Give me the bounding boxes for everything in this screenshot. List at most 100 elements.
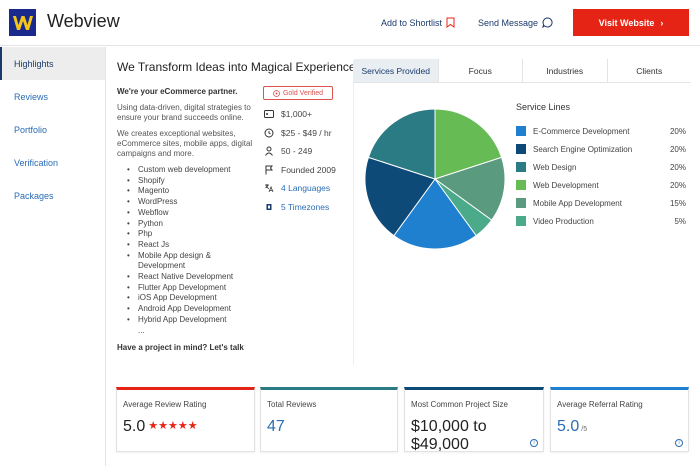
list-item: React Js <box>127 240 257 251</box>
list-item: Hybrid App Development <box>127 315 257 326</box>
stat-label: Average Referral Rating <box>557 400 643 409</box>
clock-icon <box>262 128 276 138</box>
brand-name: Webview <box>47 11 120 31</box>
legend-item: Video Production 5% <box>516 212 686 230</box>
stat-value: 5.0 ★★★★★ <box>123 418 198 436</box>
fact-employees: 50 - 249 <box>262 142 352 161</box>
stat-value: $10,000 to $49,000 <box>411 418 487 453</box>
page-title: We Transform Ideas into Magical Experien… <box>117 60 362 74</box>
legend-swatch <box>516 126 526 136</box>
add-to-shortlist-label: Add to Shortlist <box>381 17 443 28</box>
fact-value: 50 - 249 <box>281 146 313 157</box>
tab-services-provided[interactable]: Services Provided <box>354 59 438 82</box>
fact-languages[interactable]: 4 Languages <box>262 179 352 198</box>
fact-value: Founded 2009 <box>281 164 336 175</box>
top-header: Webview Add to Shortlist Send Message Vi… <box>0 0 700 46</box>
stat-label: Total Reviews <box>267 400 317 409</box>
sidebar-item-portfolio[interactable]: Portfolio <box>14 124 48 135</box>
sidebar-item-reviews[interactable]: Reviews <box>14 91 49 102</box>
stat-card-total-reviews[interactable]: Total Reviews 47 <box>260 387 398 452</box>
service-tabs: Services Provided Focus Industries Clien… <box>354 59 691 83</box>
info-icon[interactable]: i <box>675 439 683 447</box>
tagline: We're your eCommerce partner. <box>117 87 238 96</box>
summary-paragraph-2: We creates exceptional websites, eCommer… <box>117 129 253 158</box>
chevron-right-icon: › <box>660 17 664 28</box>
flag-icon <box>262 165 276 175</box>
logo-mark-icon <box>12 15 33 30</box>
legend-item: Web Design 20% <box>516 158 686 176</box>
list-item: iOS App Development <box>127 293 257 304</box>
service-list: Custom web development Shopify Magento W… <box>127 165 257 336</box>
sidebar-item-verification[interactable]: Verification <box>14 157 59 168</box>
list-item: Android App Development <box>127 304 257 315</box>
fact-value: 5 Timezones <box>281 201 330 212</box>
gold-verified-label: Gold Verified <box>282 89 324 97</box>
send-message-label: Send Message <box>478 17 539 28</box>
stat-label: Most Common Project Size <box>411 400 508 409</box>
fact-value: $1,000+ <box>281 109 312 120</box>
legend-label: E-Commerce Development <box>533 126 630 136</box>
fact-value: 4 Languages <box>281 183 331 194</box>
legend-percent: 20% <box>669 126 686 136</box>
legend-item: Mobile App Development 15% <box>516 194 686 212</box>
fact-timezones[interactable]: 5 Timezones <box>262 198 352 217</box>
pie-slice-search-engine-optimization <box>364 156 436 237</box>
legend-percent: 20% <box>669 180 686 190</box>
list-item: Webflow <box>127 208 257 219</box>
translate-icon <box>262 183 276 193</box>
gold-verified-badge[interactable]: Gold Verified <box>263 86 333 100</box>
legend-swatch <box>516 180 526 190</box>
tab-industries[interactable]: Industries <box>522 59 607 82</box>
visit-website-button[interactable]: Visit Website › <box>573 9 689 36</box>
stat-card-average-review-rating: Average Review Rating 5.0 ★★★★★ <box>116 387 255 452</box>
pie-slice-web-development <box>434 108 503 180</box>
stat-value: 5.0/5 <box>557 418 587 436</box>
stat-label: Average Review Rating <box>123 400 207 409</box>
list-item: Flutter App Development <box>127 283 257 294</box>
chat-bubble-icon <box>542 17 553 28</box>
project-cta-link[interactable]: Have a project in mind? Let's talk <box>117 343 244 352</box>
legend-label: Mobile App Development <box>533 198 622 208</box>
legend-percent: 20% <box>669 144 686 154</box>
fact-min-project: $1,000+ <box>262 105 352 124</box>
legend-swatch <box>516 144 526 154</box>
tab-focus[interactable]: Focus <box>437 59 523 82</box>
add-to-shortlist-button[interactable]: Add to Shortlist <box>381 17 455 28</box>
pie-slice-e-commerce-development <box>393 178 477 250</box>
list-item: Python <box>127 219 257 230</box>
fact-value: $25 - $49 / hr <box>281 127 332 138</box>
timezone-icon <box>262 202 276 212</box>
sidebar-item-highlights[interactable]: Highlights <box>0 47 105 80</box>
legend-item: Web Development 20% <box>516 176 686 194</box>
legend-label: Search Engine Optimization <box>533 144 633 154</box>
legend-percent: 20% <box>669 162 686 172</box>
stat-card-project-size: Most Common Project Size $10,000 to $49,… <box>404 387 544 453</box>
legend-swatch <box>516 216 526 226</box>
legend-swatch <box>516 198 526 208</box>
company-summary: We're your eCommerce partner. Using data… <box>117 87 257 336</box>
sidebar-nav: Highlights Reviews Portfolio Verificatio… <box>0 47 106 466</box>
sidebar-item-packages[interactable]: Packages <box>14 190 54 201</box>
legend-label: Web Design <box>533 162 577 172</box>
list-item: Shopify <box>127 176 257 187</box>
send-message-button[interactable]: Send Message <box>478 17 553 28</box>
list-item: Custom web development <box>127 165 257 176</box>
summary-paragraph-1: Using data-driven, digital strategies to… <box>117 103 251 122</box>
list-item: Mobile App design & Development <box>127 251 257 272</box>
person-icon <box>262 146 276 157</box>
pie-slice-mobile-app-development <box>433 156 506 221</box>
info-icon[interactable]: i <box>530 439 538 447</box>
rating-value: 5.0 <box>123 418 146 435</box>
webview-logo[interactable] <box>9 9 36 36</box>
fact-hourly-rate: $25 - $49 / hr <box>262 124 352 143</box>
legend-label: Web Development <box>533 180 599 190</box>
referral-scale: /5 <box>581 426 588 433</box>
legend-item: Search Engine Optimization 20% <box>516 140 686 158</box>
tab-clients[interactable]: Clients <box>606 59 692 82</box>
pie-slice-web-design <box>367 108 436 180</box>
list-item: Magento <box>127 186 257 197</box>
fact-founded: Founded 2009 <box>262 161 352 180</box>
legend-title: Service Lines <box>516 102 571 112</box>
list-item-more: ... <box>138 325 145 335</box>
service-lines-pie-chart <box>364 108 506 250</box>
